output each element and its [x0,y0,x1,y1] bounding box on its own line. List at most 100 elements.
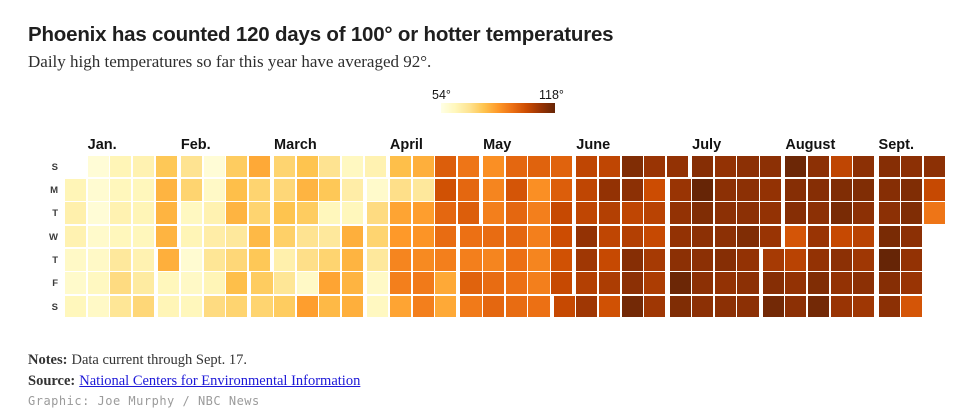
day-cell [598,272,621,295]
day-cell [248,155,270,178]
month-label-july: July [692,137,722,153]
day-cell [830,295,852,318]
day-cell [155,155,177,178]
day-cell [342,295,364,318]
day-cell [528,225,550,248]
day-cell [226,202,248,225]
day-cell [158,272,180,295]
day-cell [576,178,598,201]
day-cell [180,295,202,318]
day-cell [132,202,155,225]
day-cell [132,295,155,318]
day-cell [296,155,318,178]
day-cell [155,178,177,201]
day-cell [342,225,364,248]
day-cell [621,155,643,178]
day-cell [155,202,177,225]
day-cell [669,248,691,271]
day-cell [576,155,598,178]
source-link[interactable]: National Centers for Environmental Infor… [79,373,361,389]
day-cell [785,225,807,248]
month-label-jan: Jan. [87,137,117,153]
day-cell [692,295,714,318]
day-cell [367,178,389,201]
day-cell [553,295,575,318]
day-cell [226,155,248,178]
day-cell [551,272,573,295]
day-cell [853,202,875,225]
day-cell [483,225,505,248]
day-cell [158,295,180,318]
day-cell [203,272,225,295]
day-cell [853,178,875,201]
day-cell [551,155,573,178]
day-cell [644,248,666,271]
day-cell [110,155,132,178]
day-cell [576,295,598,318]
day-cell [483,202,505,225]
day-cell [853,295,875,318]
day-cell [65,272,87,295]
month-label-sept: Sept. [878,137,914,153]
day-cell [714,295,736,318]
day-cell [621,202,643,225]
day-cell [251,272,273,295]
day-cell [737,225,759,248]
day-cell [342,248,364,271]
day-cell [714,155,736,178]
day-cell [528,202,550,225]
day-cell [412,202,434,225]
day-cell [65,178,87,201]
day-cell [483,155,505,178]
day-cell [853,155,875,178]
day-cell [785,272,807,295]
day-cell [551,202,573,225]
day-cell [528,295,550,318]
day-cell [296,272,318,295]
day-cell [132,248,155,271]
day-cell [692,248,714,271]
day-cell [669,272,691,295]
day-cell [203,202,225,225]
day-cell [412,225,434,248]
day-cell [576,248,598,271]
day-cell [878,295,900,318]
day-cell [248,202,270,225]
day-cell [435,295,457,318]
day-cell [785,155,807,178]
month-label-feb: Feb. [180,137,211,153]
day-cell [435,178,457,201]
day-cell [87,272,109,295]
day-cell [737,248,759,271]
day-cell [714,202,736,225]
day-cell [87,155,109,178]
day-cell [621,178,643,201]
day-cell [483,178,505,201]
day-cell [110,225,132,248]
month-label-june: June [576,137,611,153]
day-cell [110,202,132,225]
day-cell [274,178,296,201]
day-cell [878,272,900,295]
day-cell [296,178,318,201]
day-cell [319,225,341,248]
day-cell [389,295,412,318]
day-cell [87,248,109,271]
day-cell [692,225,714,248]
day-cell [621,295,643,318]
day-cell [248,225,270,248]
day-cell [457,202,479,225]
notes-line: Notes: Data current through Sept. 17. [28,352,247,369]
day-cell [669,178,691,201]
day-cell [412,155,434,178]
day-cell [808,155,830,178]
day-cell [226,178,248,201]
day-cell [669,295,691,318]
day-cell [785,178,807,201]
day-cell [389,202,412,225]
page-subtitle: Daily high temperatures so far this year… [28,52,432,71]
day-cell [296,295,318,318]
day-cell [692,202,714,225]
day-cell [203,248,225,271]
day-cell [483,272,505,295]
